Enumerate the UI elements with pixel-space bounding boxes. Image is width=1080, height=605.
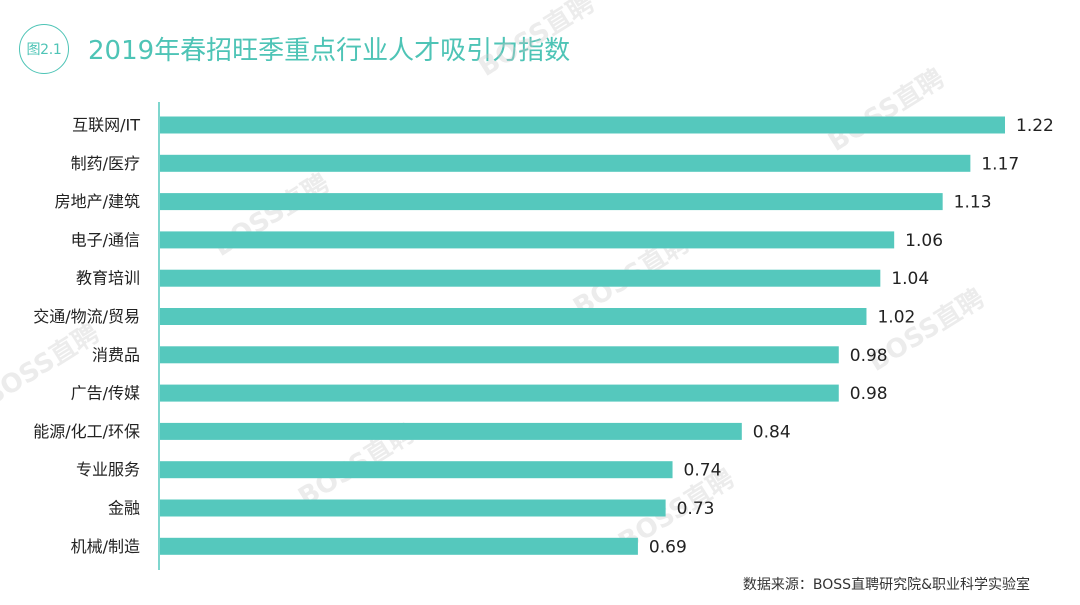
bar [160,422,742,440]
value-label: 0.73 [677,499,715,519]
value-label: 1.17 [981,154,1019,174]
figure-number-badge: 图2.1 [19,24,69,74]
bar [160,346,839,364]
bar [160,384,839,402]
value-label: 0.98 [850,346,888,366]
category-label: 广告/传媒 [71,384,140,403]
bar [160,231,895,249]
category-label: 教育培训 [76,269,140,288]
bar [160,537,638,555]
category-label: 消费品 [92,345,140,364]
value-label: 0.84 [753,422,791,442]
data-source-note: 数据来源：BOSS直聘研究院&职业科学实验室 [742,577,1030,593]
category-label: 能源/化工/环保 [33,422,140,441]
category-label: 交通/物流/贸易 [33,307,140,326]
bar [160,193,943,211]
category-label: 专业服务 [76,460,140,479]
value-label: 0.74 [684,461,722,481]
bar [160,269,881,287]
bar [160,308,867,325]
category-label: 制药/医疗 [71,154,140,173]
category-label: 机械/制造 [71,537,140,556]
category-label: 电子/通信 [71,230,140,249]
category-label: 房地产/建筑 [55,192,140,211]
bar [160,154,971,172]
value-label: 1.22 [1016,116,1054,136]
value-label: 0.69 [649,537,687,557]
category-label: 金融 [108,499,140,518]
value-label: 1.06 [905,231,943,251]
bar [160,499,666,517]
chart-title: 2019年春招旺季重点行业人才吸引力指数 [88,36,571,66]
bar [160,461,673,479]
value-label: 1.13 [954,193,992,213]
value-label: 1.02 [877,308,915,328]
value-label: 0.98 [850,384,888,404]
bar [160,116,1005,134]
category-label: 互联网/IT [72,116,140,135]
value-label: 1.04 [891,269,929,289]
